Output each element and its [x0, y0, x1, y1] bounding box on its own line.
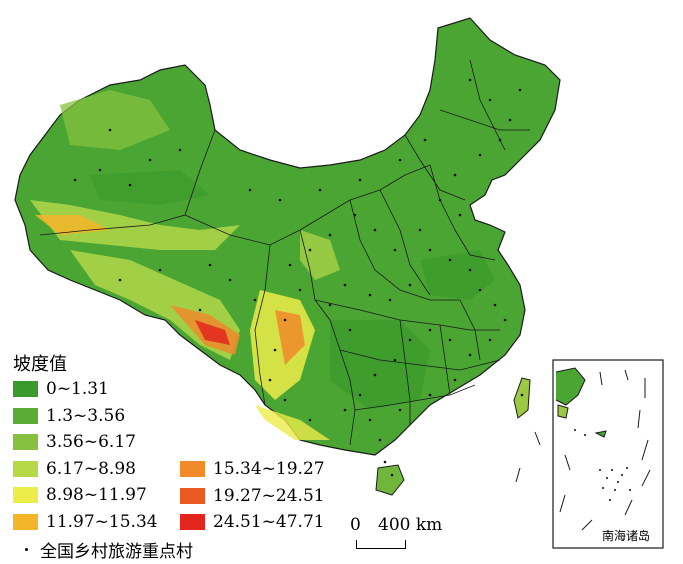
scale-distance: 400 km: [378, 515, 443, 535]
legend-label: 15.34~19.27: [213, 459, 325, 479]
legend-title: 坡度值: [13, 354, 67, 375]
hainan-island: [375, 464, 405, 496]
legend-item: 0~1.31: [13, 379, 109, 399]
legend-label: 24.51~47.71: [213, 512, 325, 532]
legend-label: 0~1.31: [46, 379, 109, 399]
village-point-symbol: [25, 548, 28, 551]
legend-label: 1.3~3.56: [46, 405, 126, 426]
legend-label: 6.17~8.98: [46, 458, 136, 479]
legend-item: 19.27~24.51: [180, 486, 325, 506]
legend-label: 19.27~24.51: [213, 485, 325, 506]
inset-label: 南海诸岛: [602, 529, 651, 543]
legend-label: 8.98~11.97: [46, 485, 147, 505]
legend-swatch: [180, 461, 205, 477]
taiwan-island: [513, 377, 531, 419]
nine-dash-segments: [515, 431, 541, 483]
village-legend-label: 全国乡村旅游重点村: [40, 542, 193, 562]
legend-label: 11.97~15.34: [46, 511, 158, 532]
village-legend-item: 全国乡村旅游重点村: [13, 537, 193, 562]
legend-swatch: [13, 513, 38, 530]
scale-bar: 0 400 km: [350, 515, 460, 555]
legend-label: 3.56~6.17: [46, 432, 136, 452]
legend-swatch: [180, 487, 205, 504]
legend-item: 3.56~6.17: [13, 432, 136, 452]
legend-item: 15.34~19.27: [180, 459, 325, 479]
scale-zero: 0: [350, 515, 361, 535]
legend-swatch: [180, 514, 205, 530]
inset-island-dots: [574, 429, 631, 501]
legend-item: 1.3~3.56: [13, 406, 125, 426]
scale-bar-line: [356, 540, 406, 549]
province-boundaries: [39, 59, 530, 446]
legend-item: 8.98~11.97: [13, 485, 147, 505]
legend-swatch: [13, 487, 38, 503]
rural-tourism-villages: [73, 78, 524, 477]
legend-item: 24.51~47.71: [180, 512, 325, 532]
inset-islands: [555, 367, 651, 531]
legend-swatch: [13, 381, 38, 397]
legend-item: 6.17~8.98: [13, 459, 136, 479]
legend-swatch: [13, 407, 38, 424]
legend-item: 11.97~15.34: [13, 512, 158, 532]
legend-swatch: [13, 434, 38, 450]
terrain-slope-zones: [30, 90, 495, 440]
legend-swatch: [13, 460, 38, 477]
